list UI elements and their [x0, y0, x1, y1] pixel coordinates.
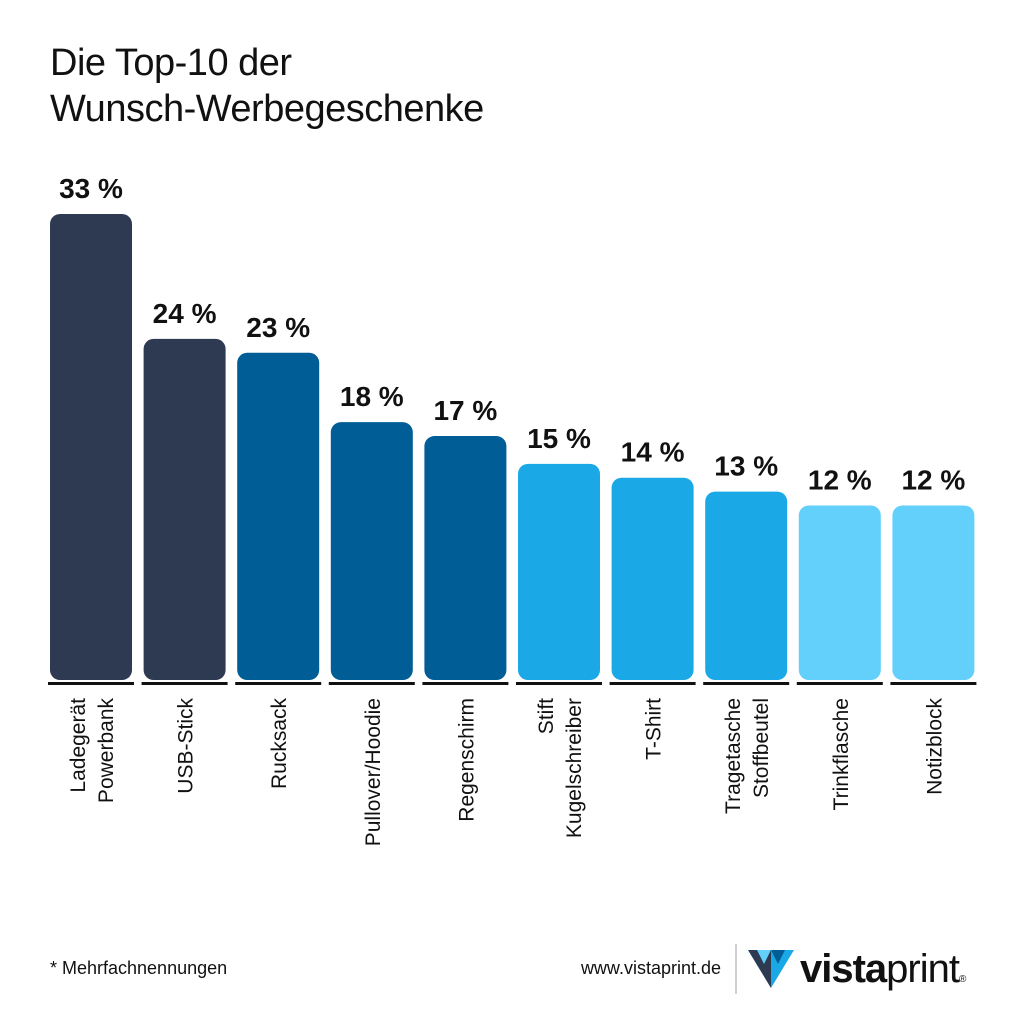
bar-value-label-0: 33 % — [59, 173, 123, 204]
bar-5 — [518, 463, 600, 680]
website-link[interactable]: www.vistaprint.de — [580, 958, 721, 978]
baseline-segment-5 — [516, 682, 602, 685]
category-label-4-line-0: Regenschirm — [455, 698, 478, 822]
category-label-5-line-1: Kugelschreiber — [563, 698, 586, 838]
baseline-segment-9 — [890, 682, 977, 685]
chart-title: Die Top-10 der Wunsch-Werbegeschenke — [50, 40, 484, 132]
bar-value-label-4: 17 % — [433, 395, 497, 426]
category-label-7-line-1: Stoffbeutel — [750, 698, 773, 798]
bar-value-label-6: 14 % — [621, 437, 685, 468]
bar-value-label-5: 15 % — [527, 423, 591, 454]
category-label-1: USB-Stick — [175, 698, 198, 794]
bar-7 — [705, 491, 788, 680]
category-label-6-line-0: T-Shirt — [643, 698, 666, 760]
category-label-0: Ladegerät Powerbank — [67, 698, 118, 804]
baseline-segment-6 — [609, 682, 696, 685]
footnote: * Mehrfachnennungen — [50, 958, 228, 978]
baseline-segment-7 — [703, 682, 790, 685]
vistaprint-logo-icon — [748, 950, 794, 988]
bar-value-label-9: 12 % — [901, 464, 965, 495]
bar-0 — [50, 214, 132, 680]
category-label-8: Trinkflasche — [830, 698, 853, 810]
category-label-3-line-0: Pullover/Hoodie — [362, 698, 385, 846]
category-label-8-line-0: Trinkflasche — [830, 698, 853, 810]
baseline-segment-2 — [235, 682, 322, 685]
category-label-7-line-0: Tragetasche — [722, 698, 745, 814]
bar-value-label-7: 13 % — [714, 451, 778, 482]
category-label-4: Regenschirm — [455, 698, 478, 822]
bar-value-label-1: 24 % — [153, 298, 217, 329]
bar-chart: 33 % Ladegerät Powerbank 24 % USB-Stick 23 % R… — [48, 173, 977, 846]
category-label-9-line-0: Notizblock — [923, 698, 946, 795]
bar-4 — [424, 436, 507, 680]
baseline-segment-1 — [141, 682, 228, 685]
bar-2 — [237, 352, 320, 680]
category-label-5: Stift Kugelschreiber — [535, 698, 586, 838]
category-label-5-line-0: Stift — [535, 698, 558, 734]
category-label-7: Tragetasche Stoffbeutel — [722, 698, 773, 814]
category-label-9: Notizblock — [923, 698, 946, 795]
baseline-segment-3 — [328, 682, 415, 685]
bar-9 — [892, 505, 975, 680]
chart-title-line-1: Die Top-10 der — [50, 42, 292, 84]
bar-8 — [798, 505, 881, 680]
baseline-segment-0 — [48, 682, 134, 685]
chart-title-line-2: Wunsch-Werbegeschenke — [50, 88, 484, 130]
bar-1 — [143, 338, 226, 680]
bar-value-label-2: 23 % — [246, 312, 310, 343]
vistaprint-logo-text: vistaprint® — [800, 947, 967, 991]
bar-value-label-8: 12 % — [808, 464, 872, 495]
bar-value-label-3: 18 % — [340, 381, 404, 412]
category-label-3: Pullover/Hoodie — [362, 698, 385, 846]
bar-3 — [330, 422, 413, 680]
baseline-segment-8 — [796, 682, 883, 685]
category-label-0-line-1: Powerbank — [95, 698, 118, 804]
category-label-6: T-Shirt — [643, 698, 666, 760]
baseline-segment-4 — [422, 682, 509, 685]
category-label-2: Rucksack — [268, 698, 291, 790]
category-label-2-line-0: Rucksack — [268, 698, 291, 790]
category-label-0-line-0: Ladegerät — [67, 698, 90, 793]
vistaprint-logo: vistaprint® — [748, 944, 988, 994]
footer-divider — [735, 944, 737, 994]
category-label-1-line-0: USB-Stick — [175, 698, 198, 794]
bar-6 — [611, 477, 694, 680]
